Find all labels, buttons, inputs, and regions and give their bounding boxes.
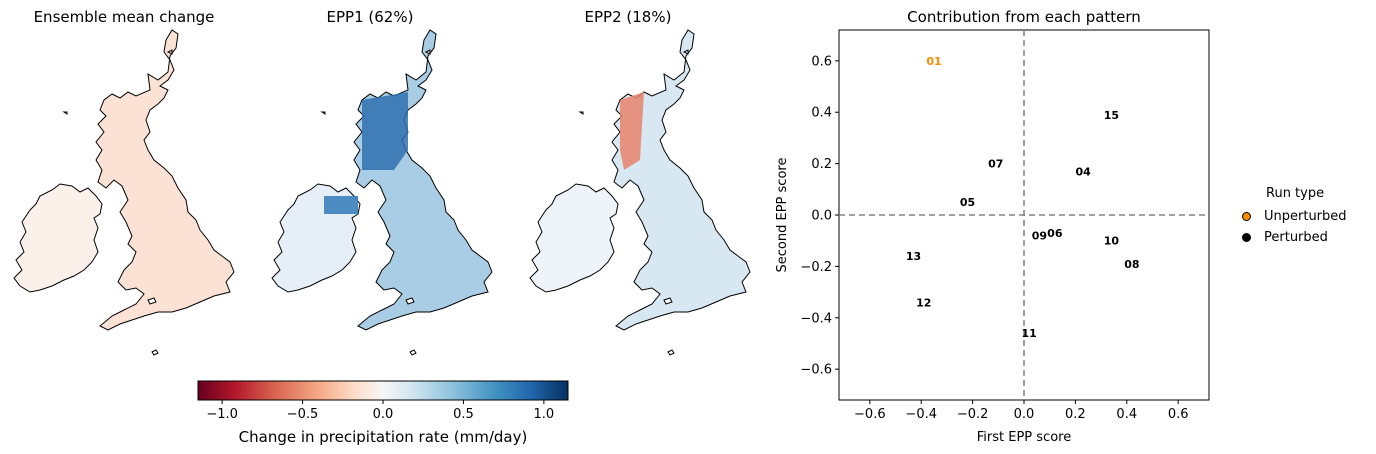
west-scotland-signal: [620, 92, 644, 170]
legend-marker-perturbed: [1242, 233, 1251, 242]
great-britain-shape: [611, 29, 751, 331]
legend-title: Run type: [1266, 186, 1325, 201]
y-tick-label: 0.2: [811, 157, 832, 172]
x-tick-label: −0.6: [854, 407, 886, 422]
point-label-07: 07: [988, 158, 1003, 171]
y-axis-label: Second EPP score: [775, 158, 790, 273]
x-tick-label: 0.2: [1065, 407, 1086, 422]
y-axis-ticks: −0.6 −0.4 −0.2 0.0 0.2 0.4 0.6: [800, 54, 839, 378]
y-tick-label: 0.0: [811, 209, 832, 224]
point-label-06: 06: [1047, 227, 1063, 240]
colorbar-tick-label: 1.0: [534, 407, 555, 422]
legend-item-perturbed: Perturbed: [1240, 227, 1347, 248]
map-title-epp2: EPP2 (18%): [584, 8, 672, 26]
legend: Run type Unperturbed Perturbed: [1240, 186, 1347, 248]
legend-label-unperturbed: Unperturbed: [1264, 209, 1347, 224]
x-tick-label: 0.6: [1168, 407, 1189, 422]
point-label-09: 09: [1032, 230, 1047, 243]
legend-label-perturbed: Perturbed: [1264, 230, 1328, 245]
point-label-12: 12: [916, 296, 931, 309]
colorbar-tick-label: −0.5: [287, 407, 319, 422]
y-tick-label: −0.4: [800, 311, 832, 326]
high-signal-region: [362, 92, 408, 170]
point-label-10: 10: [1104, 235, 1120, 248]
x-tick-label: −0.2: [957, 407, 989, 422]
point-label-05: 05: [960, 196, 975, 209]
great-britain-shape: [353, 29, 493, 331]
map-epp2: [529, 29, 751, 356]
colorbar-tick-label: 0.0: [373, 407, 394, 422]
scatter-title: Contribution from each pattern: [907, 8, 1141, 26]
great-britain-shape: [95, 29, 235, 331]
legend-item-unperturbed: Unperturbed: [1240, 206, 1347, 227]
point-label-01: 01: [926, 55, 941, 68]
y-tick-label: −0.6: [800, 363, 832, 378]
colorbar-tick-label: 0.5: [453, 407, 474, 422]
y-tick-label: 0.6: [811, 54, 832, 69]
x-tick-label: 0.4: [1116, 407, 1137, 422]
scatter-panel: Contribution from each pattern −0.6 −0.4−…: [775, 8, 1210, 445]
point-label-13: 13: [906, 250, 921, 263]
colorbar: −1.0 −0.5 0.0 0.5 1.0 Change in precipitatio…: [197, 380, 569, 446]
map-epp1: [271, 29, 493, 356]
map-title-ensemble: Ensemble mean change: [33, 8, 215, 26]
x-tick-label: −0.4: [905, 407, 937, 422]
point-label-15: 15: [1104, 109, 1119, 122]
x-axis-ticks: −0.6 −0.4 −0.2 0.0 0.2 0.4 0.6: [854, 400, 1189, 422]
point-label-08: 08: [1124, 258, 1139, 271]
colorbar-bar: [197, 380, 569, 401]
colorbar-label: Change in precipitation rate (mm/day): [239, 428, 528, 446]
x-axis-label: First EPP score: [977, 430, 1071, 445]
point-label-11: 11: [1021, 327, 1036, 340]
reference-lines: [839, 30, 1209, 400]
colorbar-ticks: −1.0 −0.5 0.0 0.5 1.0: [206, 400, 554, 422]
point-label-04: 04: [1075, 165, 1091, 178]
ireland-shape: [13, 183, 103, 293]
ireland-shape: [529, 183, 619, 293]
score-points: 01 15 07 04 05 09 06 10 13 08 12 11: [906, 55, 1140, 340]
map-title-epp1: EPP1 (62%): [326, 8, 414, 26]
west-ireland-signal: [324, 196, 358, 214]
y-tick-label: 0.4: [811, 106, 832, 121]
map-ensemble-mean: [13, 29, 235, 356]
legend-marker-unperturbed: [1242, 212, 1251, 221]
colorbar-tick-label: −1.0: [206, 407, 238, 422]
x-tick-label: 0.0: [1014, 407, 1035, 422]
y-tick-label: −0.2: [800, 260, 832, 275]
